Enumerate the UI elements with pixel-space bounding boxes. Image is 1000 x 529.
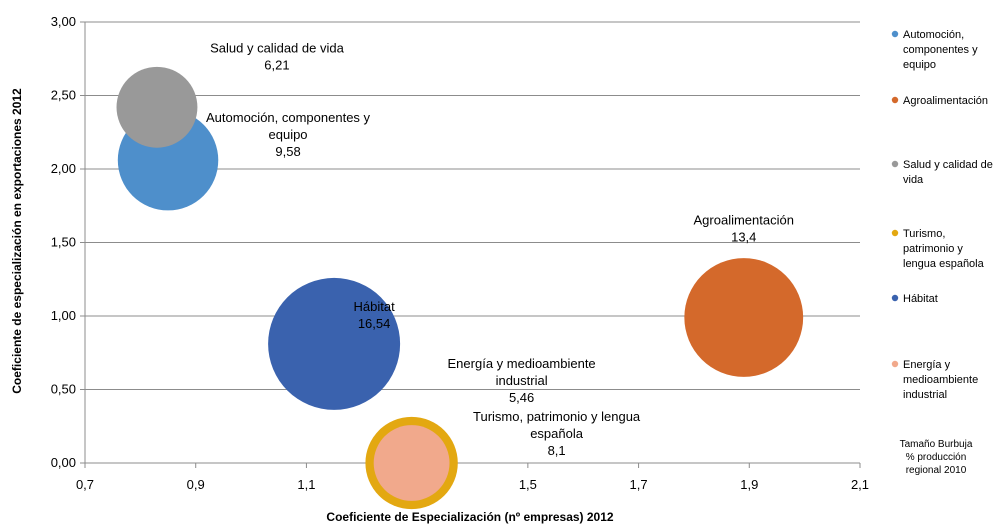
bubble-name-label: española xyxy=(530,426,584,441)
legend-marker xyxy=(891,360,899,368)
bubble-name-label: Energía y medioambiente xyxy=(448,356,596,371)
bubble-name-label: equipo xyxy=(269,127,308,142)
bubble-value-label: 5,46 xyxy=(509,390,534,405)
legend-label: Automoción, xyxy=(903,29,964,41)
legend-marker xyxy=(891,30,899,38)
legend-label: patrimonio y xyxy=(903,243,963,255)
bubble-energia-y-medioambiente-industrial xyxy=(373,425,450,501)
bubble-name-label: Automoción, componentes y xyxy=(206,110,371,125)
legend-label: Turismo, xyxy=(903,228,945,240)
legend-label: Hábitat xyxy=(903,293,938,305)
x-tick-label: 1,1 xyxy=(297,477,315,492)
bubbles xyxy=(116,66,804,510)
legend-label: componentes y xyxy=(903,44,978,56)
bubble-habitat xyxy=(268,277,401,410)
legend-marker xyxy=(891,160,899,168)
bubble-salud-y-calidad-de-vida xyxy=(116,66,198,148)
x-tick-label: 1,7 xyxy=(630,477,648,492)
legend-label: Salud y calidad de xyxy=(903,159,993,171)
bubble-value-label: 9,58 xyxy=(275,144,300,159)
bubble-size-note: % producción xyxy=(906,452,967,463)
y-tick-label: 0,50 xyxy=(51,382,76,397)
legend: Automoción, componentes y equipo Agroalimen… xyxy=(891,29,993,476)
legend-label: medioambiente xyxy=(903,374,978,386)
y-tick-label: 2,50 xyxy=(51,88,76,103)
bubble-value-label: 8,1 xyxy=(548,443,566,458)
bubble-name-label: Hábitat xyxy=(354,299,396,314)
bubble-value-label: 16,54 xyxy=(358,316,391,331)
bubble-name-label: industrial xyxy=(496,373,548,388)
x-tick-label: 0,7 xyxy=(76,477,94,492)
x-tick-label: 2,1 xyxy=(851,477,869,492)
legend-label: industrial xyxy=(903,389,947,401)
bubble-size-note: regional 2010 xyxy=(906,465,967,476)
bubble-name-label: Turismo, patrimonio y lengua xyxy=(473,409,641,424)
y-tick-label: 1,00 xyxy=(51,308,76,323)
x-tick-label: 0,9 xyxy=(187,477,205,492)
legend-marker xyxy=(891,294,899,302)
legend-label: vida xyxy=(903,174,924,186)
axes: 0,000,501,001,502,002,503,000,70,91,11,3… xyxy=(51,14,869,492)
bubble-agroalimentacion xyxy=(684,258,804,377)
y-tick-label: 1,50 xyxy=(51,235,76,250)
x-tick-label: 1,5 xyxy=(519,477,537,492)
y-tick-label: 3,00 xyxy=(51,14,76,29)
x-axis-title: Coeficiente de Especialización (nº empre… xyxy=(326,510,613,524)
bubble-size-note: Tamaño Burbuja xyxy=(900,439,973,450)
bubble-name-label: Agroalimentación xyxy=(694,212,794,227)
bubble-labels: Automoción, componentes y equipo 9,58 Agroa… xyxy=(206,40,794,458)
y-tick-label: 2,00 xyxy=(51,161,76,176)
y-axis-title: Coeficiente de especialización en export… xyxy=(10,88,24,394)
legend-label: equipo xyxy=(903,59,936,71)
legend-label: lengua española xyxy=(903,258,985,270)
legend-label: Energía y xyxy=(903,359,951,371)
legend-label: Agroalimentación xyxy=(903,95,988,107)
y-tick-label: 0,00 xyxy=(51,455,76,470)
bubble-value-label: 13,4 xyxy=(731,229,756,244)
legend-marker xyxy=(891,229,899,237)
bubble-name-label: Salud y calidad de vida xyxy=(210,40,344,55)
legend-marker xyxy=(891,96,899,104)
x-tick-label: 1,9 xyxy=(740,477,758,492)
bubble-value-label: 6,21 xyxy=(264,57,289,72)
